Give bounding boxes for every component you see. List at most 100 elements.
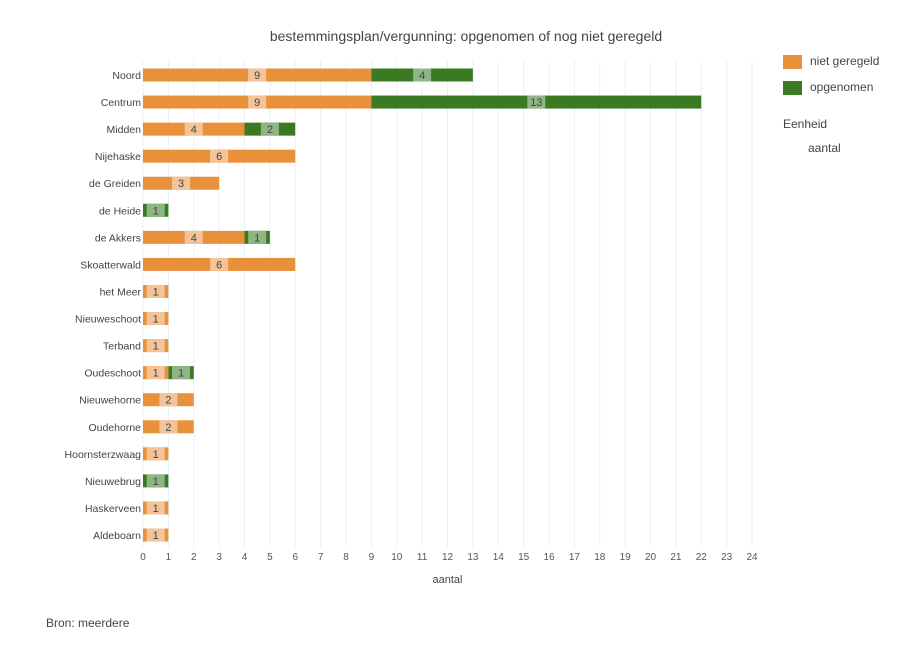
data-label: 1 — [153, 205, 159, 217]
legend-item-opgenomen[interactable]: opgenomen — [783, 80, 873, 95]
y-category-label: Oudeschoot — [84, 368, 141, 380]
y-category-label: de Greiden — [89, 178, 141, 190]
y-category-label: Hoornsterzwaag — [65, 449, 142, 461]
y-category-label: Oudehorne — [88, 422, 141, 434]
data-label-bg — [413, 68, 432, 82]
data-label-bg — [146, 284, 165, 298]
legend-swatch — [783, 80, 802, 95]
data-label: 1 — [153, 503, 159, 515]
data-label: 3 — [178, 178, 184, 190]
data-label-bg — [146, 528, 165, 542]
x-tick-label: 2 — [191, 552, 197, 563]
y-category-label: Nieuwehorne — [79, 395, 141, 407]
data-label: 13 — [530, 97, 542, 109]
data-label: 1 — [153, 449, 159, 461]
x-tick-label: 4 — [242, 552, 248, 563]
legend-unit-value: aantal — [808, 141, 841, 155]
legend-label: opgenomen — [810, 80, 874, 94]
x-tick-label: 9 — [369, 552, 375, 563]
x-tick-label: 13 — [467, 552, 479, 563]
data-label-bg — [146, 501, 165, 515]
data-label-bg — [184, 122, 203, 136]
y-category-label: het Meer — [100, 286, 142, 298]
data-label-bg — [210, 257, 229, 271]
data-label-bg — [159, 393, 178, 407]
data-label-bg — [146, 203, 165, 217]
legend-item-niet-geregeld[interactable]: niet geregeld — [783, 54, 879, 69]
data-label-bg — [248, 68, 267, 82]
x-tick-label: 8 — [343, 552, 349, 563]
x-tick-label: 23 — [721, 552, 733, 563]
data-label-bg — [248, 230, 267, 244]
data-label-bg — [260, 122, 279, 136]
data-label: 4 — [191, 232, 197, 244]
data-label-bg — [146, 447, 165, 461]
x-tick-label: 0 — [140, 552, 146, 563]
y-category-label: Centrum — [101, 97, 142, 109]
data-label-bg — [184, 230, 203, 244]
y-category-label: de Heide — [99, 205, 141, 217]
data-label: 6 — [216, 151, 222, 163]
y-category-label: Nieuweschoot — [75, 314, 141, 326]
x-tick-label: 24 — [746, 552, 758, 563]
data-label-bg — [527, 95, 546, 109]
x-tick-label: 1 — [166, 552, 172, 563]
data-label: 1 — [153, 530, 159, 542]
data-label: 1 — [153, 314, 159, 326]
data-label: 2 — [165, 395, 171, 407]
data-label: 1 — [153, 368, 159, 380]
y-category-label: Haskerveen — [85, 503, 141, 515]
data-label-bg — [146, 474, 165, 488]
x-tick-label: 21 — [670, 552, 682, 563]
x-tick-label: 7 — [318, 552, 324, 563]
data-label: 1 — [153, 341, 159, 353]
x-tick-label: 3 — [216, 552, 222, 563]
legend-swatch — [783, 54, 802, 69]
y-category-label: Skoatterwald — [80, 259, 141, 271]
data-label: 6 — [216, 259, 222, 271]
x-axis-label: aantal — [433, 574, 463, 586]
data-label-bg — [210, 149, 229, 163]
x-tick-label: 16 — [543, 552, 555, 563]
data-label: 9 — [254, 70, 260, 82]
y-category-label: de Akkers — [95, 232, 141, 244]
legend-label: niet geregeld — [810, 54, 880, 68]
legend-unit-heading: Eenheid — [783, 117, 828, 131]
data-label: 4 — [419, 70, 425, 82]
data-label: 9 — [254, 97, 260, 109]
x-tick-label: 18 — [594, 552, 606, 563]
x-tick-label: 10 — [391, 552, 403, 563]
y-category-label: Noord — [112, 70, 141, 82]
x-tick-label: 6 — [292, 552, 298, 563]
x-tick-label: 17 — [569, 552, 581, 563]
data-label-bg — [172, 176, 191, 190]
x-tick-label: 14 — [493, 552, 505, 563]
data-label: 1 — [153, 286, 159, 298]
x-tick-label: 20 — [645, 552, 657, 563]
x-tick-label: 5 — [267, 552, 273, 563]
data-label-bg — [146, 339, 165, 353]
data-label: 2 — [267, 124, 273, 136]
x-tick-label: 11 — [417, 552, 428, 563]
y-category-label: Aldeboarn — [93, 530, 141, 542]
data-label-bg — [248, 95, 267, 109]
data-label: 1 — [178, 368, 184, 380]
y-category-label: Nieuwebrug — [85, 476, 141, 488]
data-label: 4 — [191, 124, 197, 136]
x-tick-label: 12 — [442, 552, 454, 563]
x-tick-label: 22 — [696, 552, 708, 563]
source-note: Bron: meerdere — [46, 616, 130, 630]
y-category-label: Terband — [103, 341, 141, 353]
data-label: 1 — [153, 476, 159, 488]
data-label: 2 — [165, 422, 171, 434]
data-label-bg — [146, 312, 165, 326]
data-label-bg — [172, 366, 191, 380]
data-label-bg — [146, 366, 165, 380]
y-category-label: Midden — [107, 124, 142, 136]
x-tick-label: 19 — [620, 552, 632, 563]
data-label: 1 — [254, 232, 260, 244]
data-label-bg — [159, 420, 178, 434]
y-category-label: Nijehaske — [95, 151, 141, 163]
